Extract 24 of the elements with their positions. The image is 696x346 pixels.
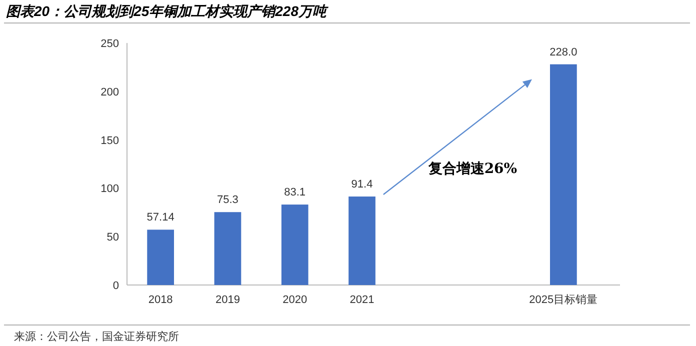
- bar: [348, 196, 376, 285]
- x-tick-label: 2018: [148, 294, 173, 306]
- y-tick-label: 150: [100, 134, 119, 147]
- x-tick-label: 2019: [215, 294, 240, 306]
- y-tick-label: 250: [100, 38, 119, 50]
- x-tick-label: 2021: [350, 294, 374, 306]
- y-tick-label: 100: [100, 183, 119, 196]
- data-label: 75.3: [217, 194, 238, 206]
- source-note: 来源：公司公告，国金证券研究所: [14, 330, 179, 343]
- data-label: 228.0: [550, 46, 578, 58]
- y-tick-label: 200: [100, 86, 119, 98]
- bar: [550, 64, 577, 285]
- x-tick-label: 2020: [282, 294, 308, 306]
- y-tick-label: 0: [112, 280, 119, 292]
- data-label: 57.14: [146, 212, 174, 224]
- bar: [147, 230, 174, 285]
- x-tick-label: 2025目标销量: [529, 294, 598, 306]
- bar: [214, 212, 242, 285]
- chart-title: 图表20：公司规划到25年铜加工材实现产销228万吨: [6, 3, 330, 19]
- data-label: 83.1: [284, 186, 306, 199]
- bar: [281, 204, 308, 285]
- annotation: 复合增速26%: [427, 160, 518, 177]
- y-tick-label: 50: [106, 232, 119, 244]
- data-label: 91.4: [351, 178, 373, 191]
